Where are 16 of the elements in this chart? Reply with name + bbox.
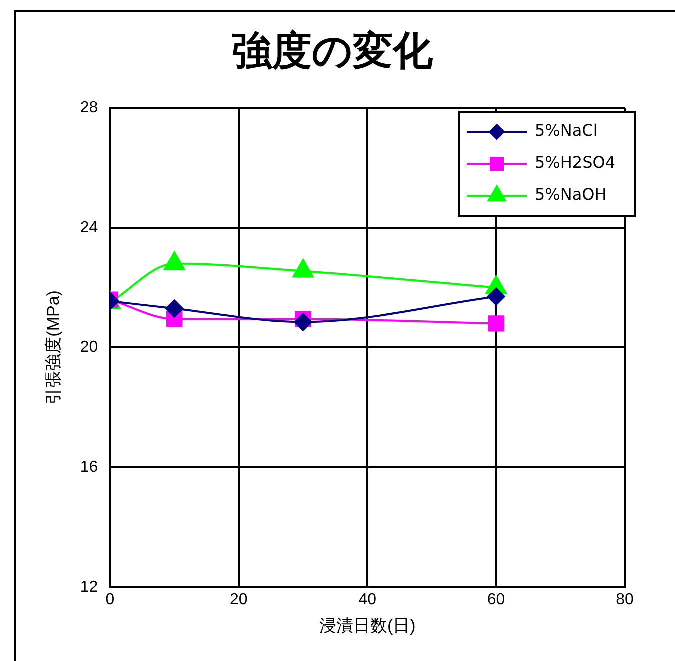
legend-label: 5%H2SO4: [535, 153, 616, 172]
x-tick-label: 40: [358, 591, 377, 608]
x-axis-title: 浸漬日数(日): [319, 616, 416, 636]
y-tick-label: 16: [80, 458, 98, 476]
x-tick-label: 20: [230, 591, 248, 608]
chart-title: 強度の変化: [232, 28, 434, 74]
y-tick-label: 28: [80, 99, 98, 116]
y-tick-label: 20: [80, 339, 98, 356]
legend-label: 5%NaOH: [535, 185, 607, 204]
y-tick-label: 12: [80, 578, 98, 596]
x-tick-label: 0: [106, 591, 115, 608]
x-tick-label: 60: [487, 591, 506, 608]
x-tick-label: 80: [616, 591, 634, 608]
y-axis-title: 引張強度(MPa): [44, 290, 63, 405]
legend-label: 5%NaCl: [535, 121, 598, 140]
y-tick-label: 24: [80, 219, 98, 236]
